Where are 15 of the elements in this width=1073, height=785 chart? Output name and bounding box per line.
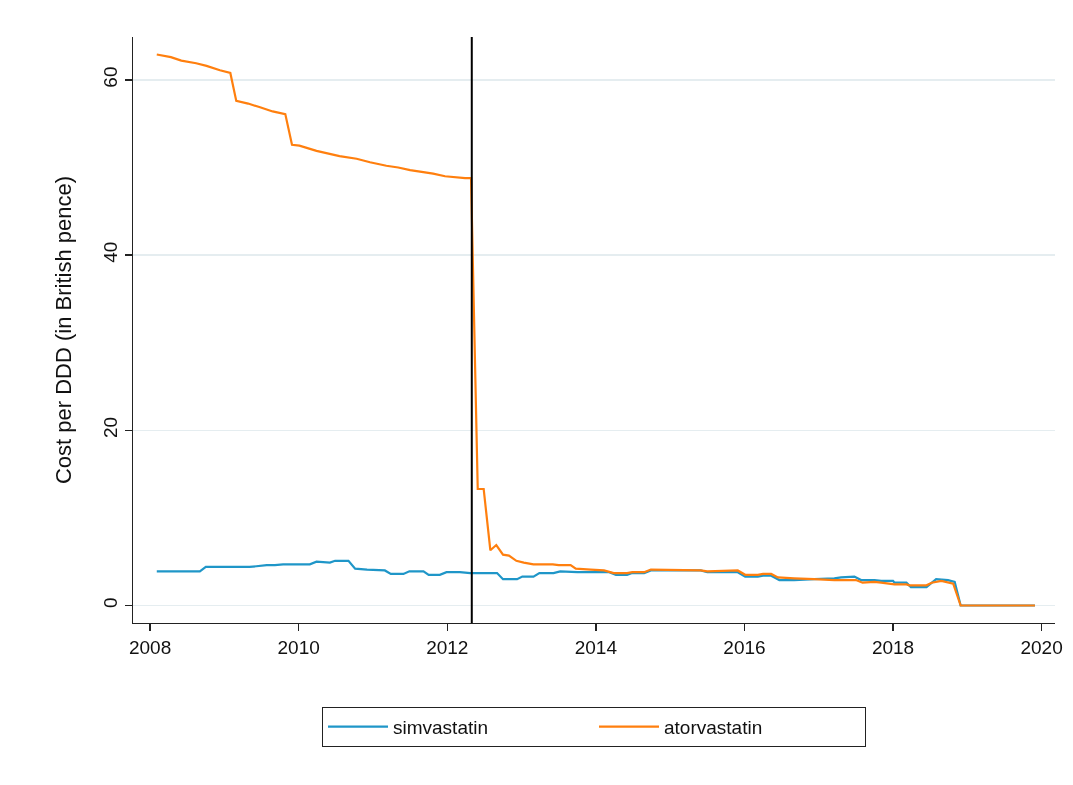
x-tick-label: 2010 xyxy=(277,637,320,659)
legend-label: atorvastatin xyxy=(664,717,763,739)
x-tick-label: 2012 xyxy=(426,637,469,659)
legend-label: simvastatin xyxy=(393,717,489,739)
x-tick-label: 2008 xyxy=(128,637,172,659)
x-tick-label: 2014 xyxy=(574,637,618,659)
y-tick-label: 0 xyxy=(100,597,122,608)
x-tick-label: 2016 xyxy=(723,637,766,659)
y-tick-label: 40 xyxy=(100,241,122,263)
y-tick-label: 20 xyxy=(100,416,122,439)
y-axis-title: Cost per DDD (in British pence) xyxy=(51,175,77,485)
line-series xyxy=(155,53,1037,607)
x-tick-label: 2018 xyxy=(871,637,915,659)
y-tick-label: 60 xyxy=(100,66,122,88)
x-tick-label: 2020 xyxy=(1020,637,1063,659)
